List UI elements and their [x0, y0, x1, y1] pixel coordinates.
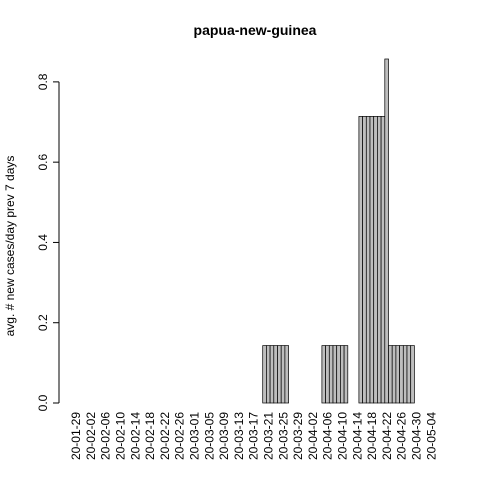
x-tick-label: 20-02-18 — [143, 412, 157, 460]
bar — [340, 345, 345, 404]
bar — [262, 345, 267, 404]
y-tick-label: 0.2 — [36, 314, 50, 331]
x-tick-label: 20-02-22 — [158, 412, 172, 460]
x-tick-label: 20-03-01 — [187, 412, 201, 460]
x-tick-label: 20-03-25 — [276, 412, 290, 460]
y-axis: 0.0 0.2 0.4 0.6 0.8 — [36, 73, 60, 411]
bar — [277, 345, 282, 404]
x-tick-label: 20-04-14 — [350, 412, 364, 460]
bar — [336, 345, 341, 404]
x-tick-label: 20-04-18 — [365, 412, 379, 460]
bar — [410, 345, 415, 404]
bar — [369, 116, 375, 404]
bar — [406, 345, 412, 404]
x-axis: 20-01-29 20-02-02 20-02-06 20-02-10 20-02-14… — [69, 412, 438, 460]
bar — [377, 116, 382, 404]
x-tick-label: 20-04-02 — [306, 412, 320, 460]
x-tick-label: 20-04-26 — [395, 412, 409, 460]
x-tick-label: 20-05-04 — [424, 412, 438, 460]
bar — [321, 345, 326, 404]
bar — [284, 345, 289, 404]
bar — [395, 345, 400, 404]
x-tick-label: 20-04-22 — [380, 412, 394, 460]
x-tick-label: 20-03-29 — [291, 412, 305, 460]
y-axis-label: avg. # new cases/day prev 7 days — [3, 156, 17, 337]
bar — [328, 345, 334, 404]
x-tick-label: 20-04-30 — [409, 412, 423, 460]
bar — [358, 116, 363, 404]
y-tick-label: 0.8 — [36, 73, 50, 90]
x-tick-label: 20-04-06 — [321, 412, 335, 460]
x-tick-label: 20-02-26 — [173, 412, 187, 460]
x-tick-label: 20-03-17 — [247, 412, 261, 460]
bar — [402, 345, 408, 404]
x-tick-label: 20-03-21 — [261, 412, 275, 460]
x-tick-label: 20-01-29 — [69, 412, 83, 460]
x-tick-label: 20-03-09 — [217, 412, 231, 460]
bar — [266, 345, 271, 404]
bar — [399, 345, 404, 404]
bar — [365, 116, 371, 404]
x-tick-label: 20-04-10 — [335, 412, 349, 460]
bar — [273, 345, 278, 404]
bar — [388, 345, 393, 404]
x-tick-label: 20-02-10 — [113, 412, 127, 460]
bar — [362, 116, 367, 404]
chart-title: papua-new-guinea — [194, 22, 317, 38]
bar — [269, 345, 275, 404]
bar — [332, 345, 338, 404]
bar — [343, 345, 349, 404]
bar — [280, 345, 286, 404]
bar — [325, 345, 330, 404]
x-tick-label: 20-03-05 — [202, 412, 216, 460]
x-tick-label: 20-02-14 — [128, 412, 142, 460]
bar — [384, 58, 389, 404]
x-tick-label: 20-02-02 — [84, 412, 98, 460]
x-tick-label: 20-02-06 — [99, 412, 113, 460]
bars — [262, 58, 415, 404]
bar — [391, 345, 397, 404]
bar — [380, 116, 386, 404]
y-tick-label: 0.0 — [36, 394, 50, 411]
y-tick-label: 0.6 — [36, 153, 50, 170]
y-tick-label: 0.4 — [36, 234, 50, 251]
bar — [373, 116, 378, 404]
x-tick-label: 20-03-13 — [232, 412, 246, 460]
